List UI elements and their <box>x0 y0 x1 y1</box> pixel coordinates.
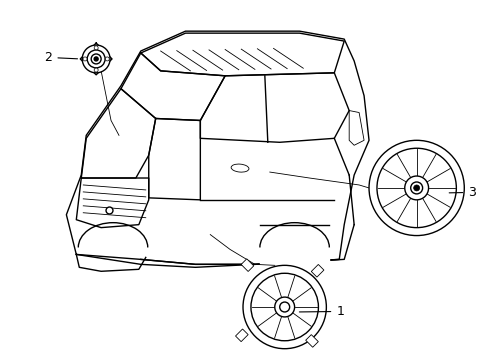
Circle shape <box>82 45 110 73</box>
Circle shape <box>376 148 455 228</box>
Polygon shape <box>259 225 328 264</box>
Circle shape <box>91 54 101 64</box>
Circle shape <box>404 176 427 200</box>
Polygon shape <box>66 31 368 267</box>
Circle shape <box>87 50 105 68</box>
Bar <box>305 334 318 347</box>
Bar <box>235 329 247 342</box>
Circle shape <box>105 57 109 61</box>
Circle shape <box>243 265 325 349</box>
Text: 2: 2 <box>44 51 77 64</box>
Polygon shape <box>80 43 112 75</box>
Circle shape <box>274 297 294 317</box>
Polygon shape <box>76 178 148 228</box>
Ellipse shape <box>231 164 248 172</box>
Circle shape <box>250 273 318 341</box>
Circle shape <box>413 185 419 191</box>
Circle shape <box>410 182 422 194</box>
Bar <box>311 265 323 277</box>
Circle shape <box>368 140 463 235</box>
Circle shape <box>94 68 98 72</box>
Text: 1: 1 <box>299 305 344 318</box>
Bar <box>241 259 253 271</box>
Circle shape <box>94 46 98 50</box>
Circle shape <box>279 302 289 312</box>
Text: 3: 3 <box>448 186 475 199</box>
Circle shape <box>94 57 98 61</box>
Circle shape <box>83 57 87 61</box>
